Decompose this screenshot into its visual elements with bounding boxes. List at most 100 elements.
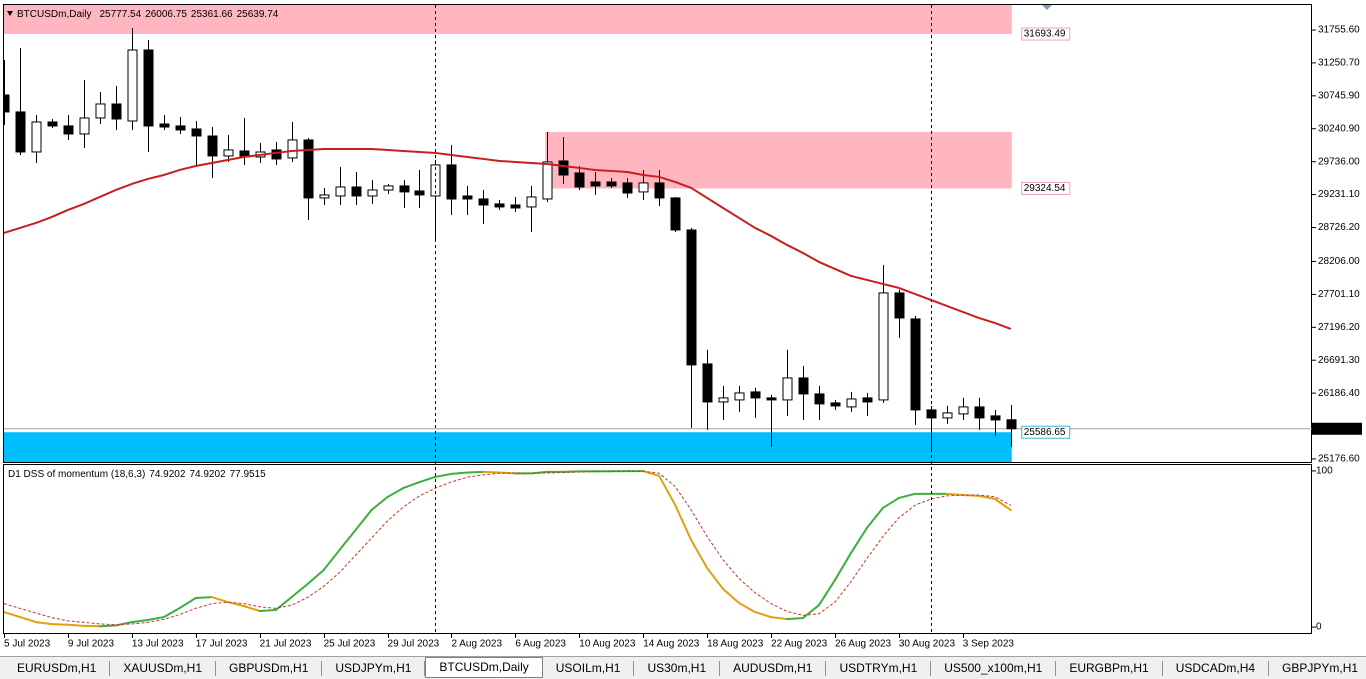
candle-body: [830, 402, 841, 407]
zone-label: 31693.49: [1024, 29, 1066, 40]
indicator-segment: [210, 596, 229, 604]
candle-body: [127, 49, 138, 122]
candle-body: [990, 415, 1001, 421]
candle-body: [175, 125, 186, 131]
candle-body: [606, 181, 617, 187]
candle-body: [542, 161, 553, 200]
chart-tab[interactable]: GBPUSDm,H1: [216, 660, 323, 676]
y-tick-label: 0: [1316, 622, 1322, 633]
indicator-segment: [354, 508, 373, 531]
indicator-segment: [786, 617, 804, 621]
indicator-segment: [993, 497, 1012, 512]
candle-body: [351, 186, 362, 197]
high: 26006.75: [145, 9, 187, 20]
candle-body: [942, 412, 953, 419]
chart-tab[interactable]: XAUUSDm,H1: [110, 660, 217, 676]
candle-body: [846, 398, 857, 408]
candle-body: [287, 139, 298, 159]
y-tick-label: 30745.90: [1318, 90, 1360, 101]
indicator-segment: [306, 569, 325, 585]
indicator-segment: [833, 552, 852, 582]
candle-body: [766, 397, 777, 401]
chart-tab[interactable]: US30m,H1: [634, 660, 721, 676]
candle-body: [574, 172, 585, 188]
candle-body: [207, 135, 218, 157]
candle-body: [894, 292, 905, 319]
indicator-segment: [434, 472, 453, 478]
indicator-segment: [961, 493, 980, 497]
axes: 31755.60 31250.70 30745.90 30240.90 29736.00…: [1312, 25, 1360, 633]
candle-body: [478, 198, 489, 206]
chart-tab[interactable]: EURUSDm,H1: [4, 660, 111, 676]
y-tick-label: 25176.60: [1318, 454, 1360, 465]
x-tick-label: 9 Jul 2023: [68, 639, 115, 650]
candle-body: [303, 139, 314, 199]
zone: [4, 432, 1012, 462]
candle-body: [4, 94, 10, 113]
close: 25639.74: [237, 9, 279, 20]
y-tick-label: 28726.20: [1318, 222, 1360, 233]
x-tick-label: 21 Jul 2023: [260, 639, 312, 650]
bid-label-box: [1312, 422, 1362, 435]
indicator-segment: [690, 538, 709, 570]
candle-body: [383, 185, 394, 191]
indicator-segment: [897, 492, 916, 499]
chart-tab[interactable]: EURGBPm,H1: [1056, 660, 1163, 676]
indicator-segment: [722, 587, 741, 605]
zone-label-box: [1021, 182, 1071, 196]
x-tick-label: 25 Jul 2023: [324, 639, 376, 650]
candle-body: [670, 197, 681, 231]
candle-body: [367, 189, 378, 197]
candle-body: [878, 292, 889, 401]
indicator-value: 74.9202: [189, 469, 226, 480]
candle-body: [910, 318, 921, 411]
symbol: BTCUSDm,Daily: [17, 9, 91, 20]
indicator-segment: [4, 611, 21, 619]
candle-body: [414, 190, 425, 196]
candle-body: [638, 182, 649, 193]
signal-line: [4, 470, 1011, 626]
chart-tab[interactable]: USDJPYm,H1: [322, 660, 426, 676]
indicator-segment: [849, 526, 868, 555]
candle-body: [958, 406, 969, 415]
chart-tab[interactable]: US500_x100m,H1: [931, 660, 1057, 676]
y-tick-label: 31250.70: [1318, 58, 1360, 69]
chart-tab[interactable]: USOILm,H1: [543, 660, 635, 676]
candle-body: [63, 125, 74, 135]
indicator-segment: [945, 492, 964, 496]
chart-tab[interactable]: GBPJPYm,H1: [1269, 661, 1366, 676]
menu-arrow: [7, 11, 13, 16]
chart-tab[interactable]: USDCADm,H4: [1163, 660, 1270, 676]
indicator-segment: [642, 470, 661, 477]
indicator-segment: [146, 616, 165, 622]
zone-label: 29324.54: [1024, 183, 1066, 194]
candle-body: [79, 117, 90, 135]
y-tick-label: 28206.00: [1318, 256, 1360, 267]
indicator-plot: [4, 470, 1012, 628]
indicator-segment: [130, 619, 149, 624]
moving-average: [4, 147, 1012, 330]
chart-header: BTCUSDm,Daily 25777.54 26006.75 25361.66 256…: [17, 9, 279, 20]
indicator-segment: [50, 623, 69, 626]
bid-label: 25639.74: [1315, 423, 1357, 434]
candle-body: [335, 186, 346, 197]
candle-body: [974, 406, 985, 419]
indicator-segment: [290, 582, 309, 599]
chart-tab[interactable]: BTCUSDm,Daily: [425, 656, 543, 678]
y-tick-label: 27701.10: [1318, 289, 1360, 300]
indicator-segment: [402, 481, 421, 489]
indicator-segment: [450, 471, 469, 475]
indicator-segment: [802, 604, 820, 620]
candle-body: [590, 181, 601, 187]
indicator-segment: [370, 496, 389, 511]
zone-label: 25586.65: [1024, 427, 1066, 438]
chart-tab[interactable]: USDTRYm,H1: [826, 660, 932, 676]
candle-body: [191, 128, 202, 137]
chart: 31755.60 31250.70 30745.90 30240.90 29736.00…: [3, 4, 1362, 650]
indicator-segment: [162, 607, 181, 619]
chart-tab[interactable]: AUDUSDm,H1: [720, 660, 827, 676]
low: 25361.66: [191, 9, 233, 20]
indicator-segment: [738, 602, 757, 614]
candle-body: [510, 204, 521, 209]
candle-body: [111, 103, 122, 120]
